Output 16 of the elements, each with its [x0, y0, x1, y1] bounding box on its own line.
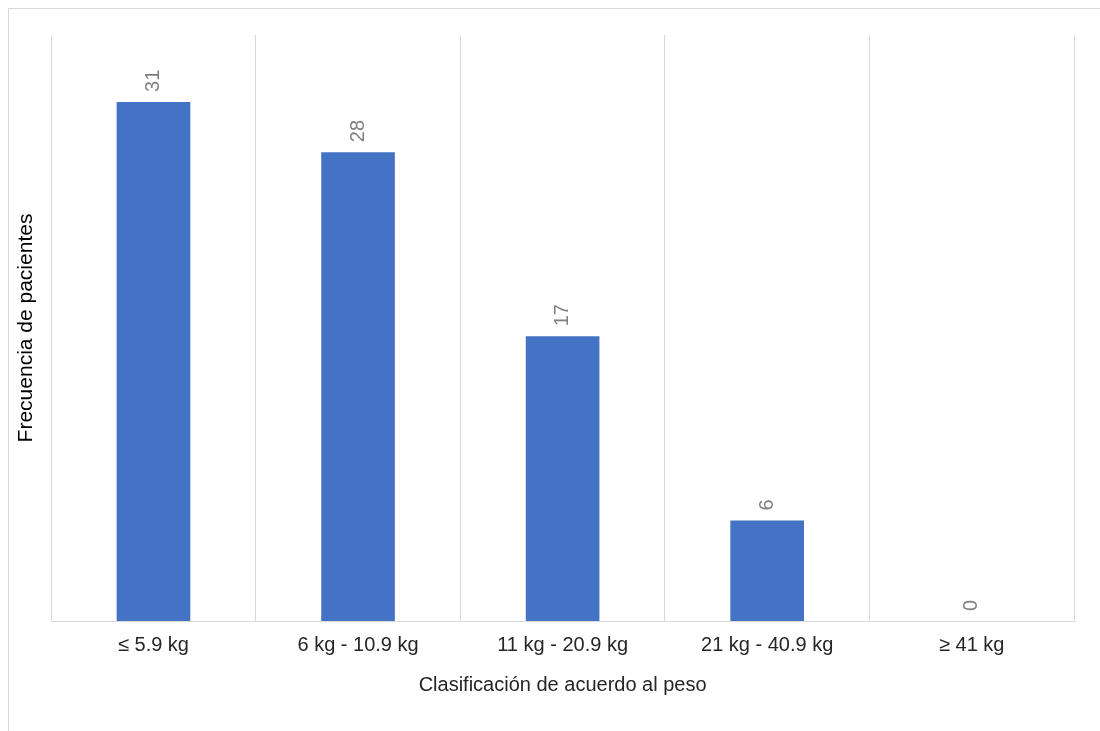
data-label: 6: [754, 499, 777, 511]
data-label: 31: [141, 69, 163, 92]
bar: [321, 152, 395, 621]
data-label: 28: [345, 119, 368, 143]
x-tick-label: 11 kg - 20.9 kg: [497, 632, 629, 655]
x-axis-title: Clasificación de acuerdo al peso: [418, 672, 707, 695]
x-tick-label: ≥ 41 kg: [938, 632, 1005, 655]
bar: [116, 101, 191, 621]
x-tick-label: 6 kg - 10.9 kg: [297, 632, 419, 655]
y-axis-title: Frecuencia de pacientes: [13, 213, 37, 443]
data-label: 0: [959, 599, 982, 611]
x-tick-label: ≤ 5.9 kg: [117, 632, 189, 655]
data-label: 17: [550, 304, 573, 327]
x-tick-label: 21 kg - 40.9 kg: [701, 632, 834, 655]
bar: [730, 520, 804, 621]
bar: [525, 336, 600, 621]
